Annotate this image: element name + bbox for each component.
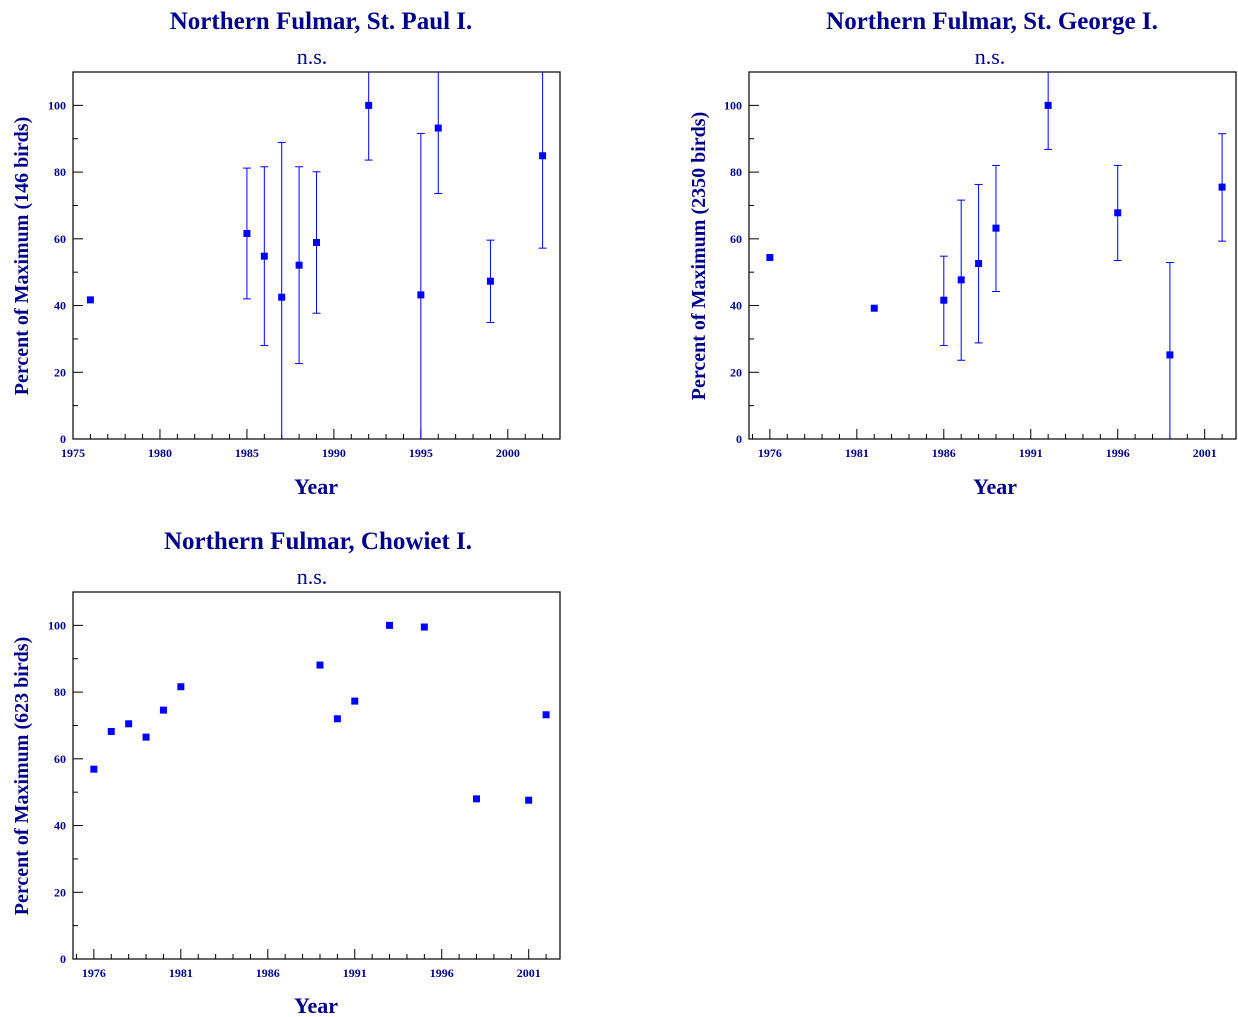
x-tick-label: 1976 [82,966,106,980]
data-point [177,683,185,691]
data-point [351,697,359,705]
x-axis-label: Year [294,474,338,499]
y-tick-label: 60 [54,232,66,246]
data-point [125,720,133,728]
data-point [107,727,115,735]
data-point [159,706,167,714]
x-tick-label: 2000 [496,446,520,460]
data-point [386,621,394,629]
data-point [142,733,150,741]
data-points [766,101,1226,359]
data-point [295,261,303,269]
data-point [1218,183,1226,191]
data-point [542,711,550,719]
x-axis-label: Year [973,474,1017,499]
data-point [434,124,442,132]
data-point [940,296,948,304]
y-tick-label: 80 [54,685,66,699]
y-tick-label: 0 [736,432,742,446]
chart-subtitle: n.s. [297,44,328,69]
x-tick-label: 1996 [1106,446,1130,460]
x-tick-label: 1996 [430,966,454,980]
x-tick-label: 2001 [517,966,541,980]
data-point [975,260,983,268]
x-tick-label: 1986 [256,966,280,980]
data-point [243,229,251,237]
y-tick-label: 0 [60,432,66,446]
data-point [525,796,533,804]
y-tick-label: 0 [60,952,66,966]
axis-ticks: 1976 1981 1986 1991 1996 2001 0 20 40 60 80 100 [724,71,1223,460]
y-tick-label: 80 [54,165,66,179]
data-point [278,293,286,301]
plot-frame [72,591,561,960]
x-tick-label: 2001 [1193,446,1217,460]
y-tick-label: 40 [54,299,66,313]
x-tick-label: 1981 [169,966,193,980]
x-tick-label: 1976 [758,446,782,460]
data-point [86,296,94,304]
y-tick-label: 60 [730,232,742,246]
y-tick-label: 80 [730,165,742,179]
x-tick-label: 1991 [343,966,367,980]
chart-panel-st-george: Northern Fulmar, St. George I. n.s. 1976… [688,8,1237,499]
x-tick-label: 1995 [409,446,433,460]
axis-ticks: 1975 1980 1985 1990 1995 2000 0 20 40 60 80 100 [48,71,561,460]
data-point [473,795,481,803]
error-bars [939,72,1227,439]
data-point [313,238,320,246]
y-tick-label: 60 [54,752,66,766]
y-tick-label: 20 [54,885,66,899]
data-point [420,623,428,631]
axis-ticks: 1976 1981 1986 1991 1996 2001 0 20 40 60 80 100 [48,591,547,980]
chart-subtitle: n.s. [297,564,328,589]
x-tick-label: 1981 [845,446,869,460]
plot-frame [748,71,1237,440]
data-point [90,765,98,773]
chart-panel-chowiet: Northern Fulmar, Chowiet I. n.s. 1976 198… [11,528,561,1017]
x-axis-label: Year [294,993,338,1017]
data-point [486,277,494,285]
data-point [316,661,324,669]
data-point [957,276,965,284]
x-tick-label: 1990 [322,446,346,460]
data-points [86,101,547,304]
error-bars [242,72,547,439]
data-point [1114,209,1122,217]
data-point [1166,351,1174,359]
chart-title: Northern Fulmar, St. Paul I. [170,8,473,35]
y-tick-label: 40 [730,299,742,313]
data-point [365,101,373,109]
data-point [333,715,341,723]
y-tick-label: 100 [48,98,66,112]
y-tick-label: 100 [48,618,66,632]
chart-title: Northern Fulmar, Chowiet I. [164,528,472,555]
y-axis-label: Percent of Maximum (146 birds) [11,117,33,395]
x-tick-label: 1985 [235,446,259,460]
y-tick-label: 40 [54,819,66,833]
data-point [766,254,774,262]
x-tick-label: 1975 [61,446,85,460]
y-tick-label: 20 [54,365,66,379]
data-point [870,304,878,312]
data-point [992,224,1000,232]
y-axis-label: Percent of Maximum (623 birds) [11,637,33,915]
x-tick-label: 1991 [1019,446,1043,460]
y-axis-label: Percent of Maximum (2350 birds) [688,112,710,400]
chart-title: Northern Fulmar, St. George I. [826,8,1158,35]
x-tick-label: 1986 [932,446,956,460]
data-point [417,291,425,299]
chart-panel-st-paul: Northern Fulmar, St. Paul I. n.s. 1975 19… [11,8,561,499]
data-point [539,152,547,160]
y-tick-label: 20 [730,365,742,379]
data-point [1044,101,1052,109]
data-point [260,252,268,260]
y-tick-label: 100 [724,98,742,112]
data-points [90,621,550,804]
chart-subtitle: n.s. [975,44,1006,69]
x-tick-label: 1980 [148,446,172,460]
